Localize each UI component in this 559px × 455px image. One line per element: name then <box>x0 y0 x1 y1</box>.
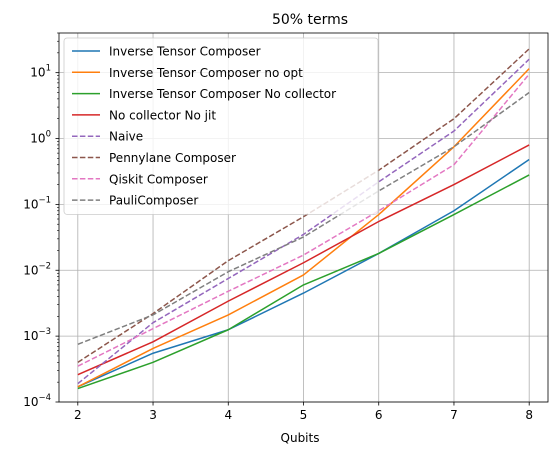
series-line <box>77 174 530 390</box>
x-tick-label: 4 <box>224 408 232 422</box>
legend-label: Inverse Tensor Composer <box>109 45 261 59</box>
y-tick-label: 101 <box>30 64 51 80</box>
legend-box <box>63 37 379 215</box>
series-line <box>77 91 530 346</box>
legend-label: Inverse Tensor Composer no opt <box>109 66 303 80</box>
series-line <box>77 158 530 388</box>
y-tick-label: 100 <box>30 130 51 146</box>
y-tick-label: 10−3 <box>23 327 51 343</box>
series-line <box>77 144 530 376</box>
x-tick-label: 6 <box>375 408 383 422</box>
y-axis: 10−4 10−3 10−2 10−1 100 101 <box>23 32 59 409</box>
legend-label: Inverse Tensor Composer No collector <box>109 87 336 101</box>
legend-label: Naive <box>109 130 143 144</box>
x-tick-label: 8 <box>525 408 533 422</box>
x-tick-label: 7 <box>450 408 458 422</box>
x-tick-label: 2 <box>74 408 82 422</box>
legend: Inverse Tensor Composer Inverse Tensor Co… <box>63 37 379 215</box>
legend-label: Pennylane Composer <box>109 151 236 165</box>
y-tick-label: 10−4 <box>23 393 51 409</box>
chart-title: 50% terms <box>272 12 348 28</box>
legend-label: Qiskit Composer <box>109 172 208 186</box>
series-line <box>77 58 530 385</box>
series-line <box>77 68 530 388</box>
series-line <box>77 48 530 363</box>
legend-label: PauliComposer <box>109 194 198 208</box>
series-group <box>77 48 530 390</box>
series-line <box>77 73 530 367</box>
legend-label: No collector No jit <box>109 108 216 122</box>
x-tick-label: 3 <box>149 408 157 422</box>
x-tick-label: 5 <box>300 408 308 422</box>
x-axis-label: Qubits <box>281 431 320 445</box>
y-tick-label: 10−2 <box>23 261 51 277</box>
y-tick-label: 10−1 <box>23 195 51 211</box>
x-axis: 2 3 4 5 6 7 8 <box>74 402 533 422</box>
